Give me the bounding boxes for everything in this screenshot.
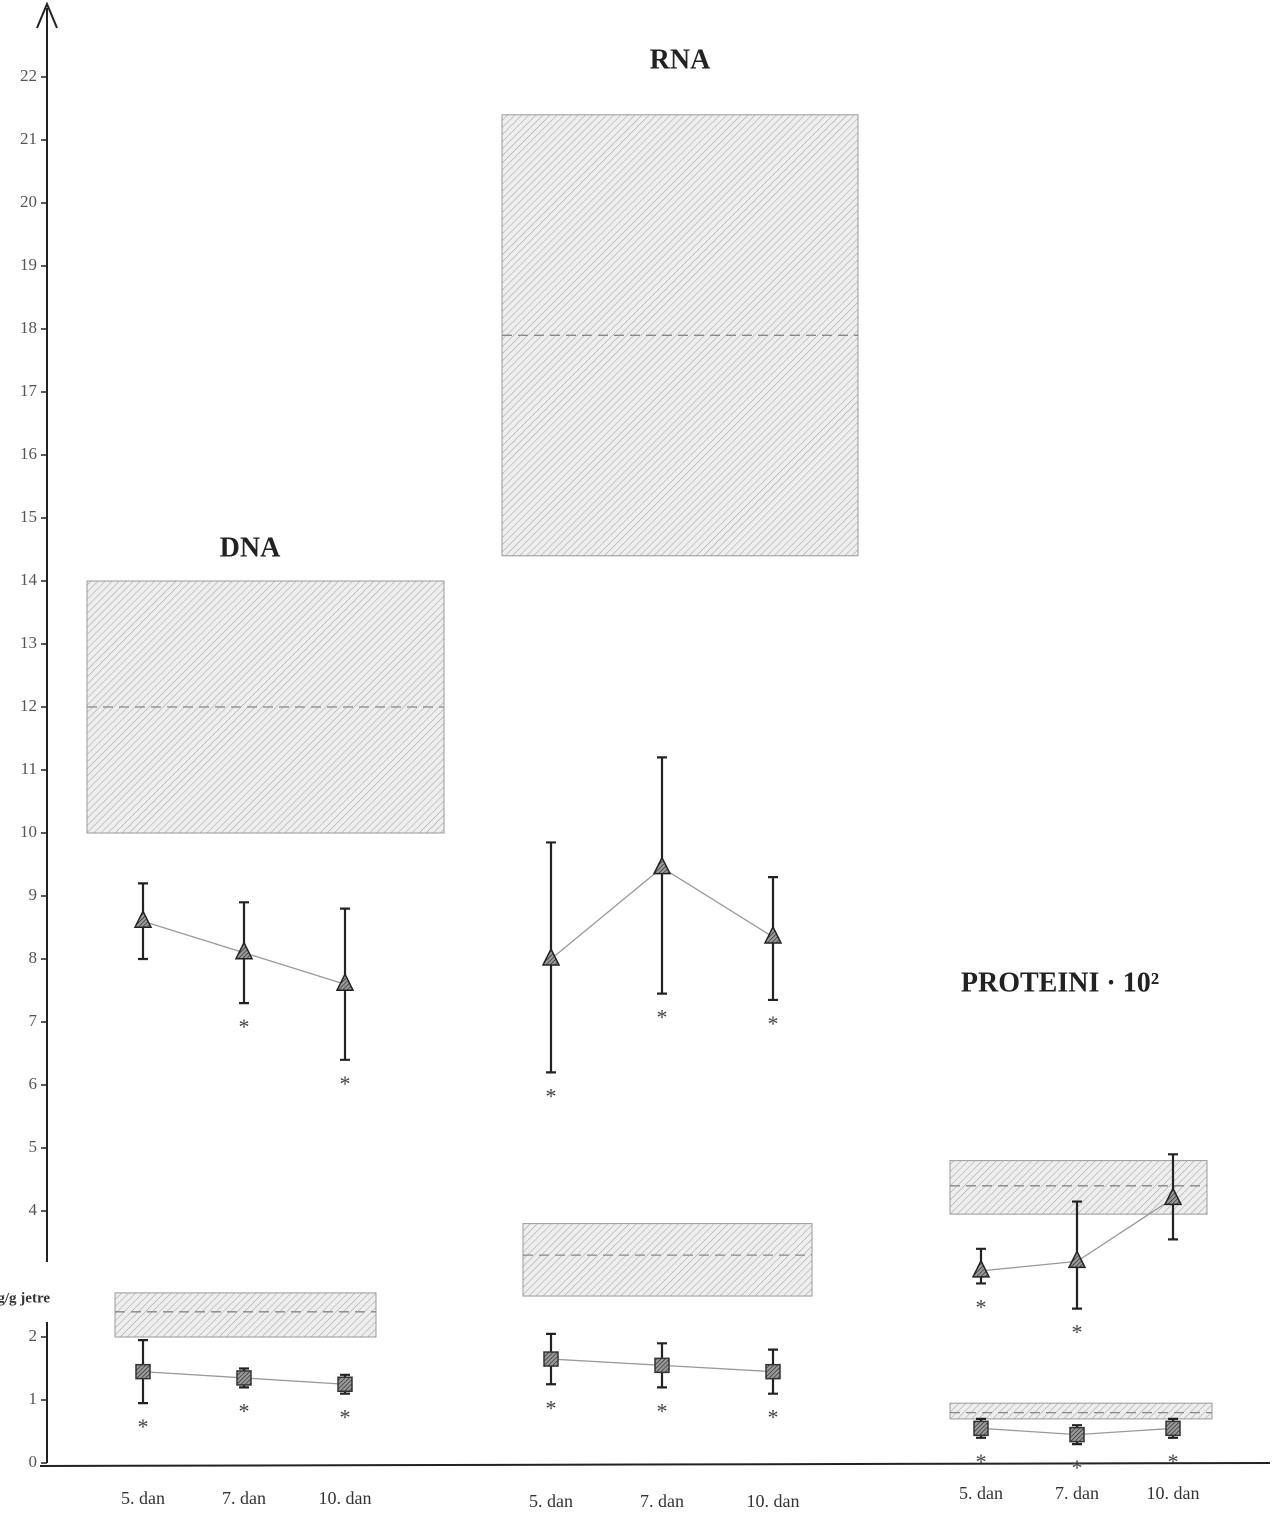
triangle-marker — [133, 909, 153, 928]
series: * * * — [949, 1402, 1213, 1480]
y-tick-label: 1 — [29, 1389, 38, 1408]
y-tick-label: 10 — [20, 822, 37, 841]
control-range — [949, 1402, 1213, 1420]
panel-title: PROTEINI · 10² — [961, 967, 1159, 998]
panel-title: DNA — [220, 532, 281, 563]
significance-asterisk: * — [976, 1294, 987, 1319]
significance-asterisk: * — [138, 1414, 149, 1439]
y-tick-label: 4 — [29, 1200, 38, 1219]
significance-asterisk: * — [1168, 1449, 1179, 1474]
y-tick-label: 17 — [20, 381, 38, 400]
triangle-marker — [652, 855, 672, 875]
significance-asterisk: * — [340, 1071, 351, 1096]
series: * * * — [522, 1223, 813, 1430]
x-tick-label: 10. dan — [319, 1488, 372, 1508]
y-tick-label: 12 — [20, 696, 37, 715]
y-axis-label: mg/g jetre — [0, 1290, 50, 1306]
series: ** — [949, 1153, 1208, 1345]
square-marker — [1069, 1426, 1085, 1443]
y-tick-label: 8 — [29, 948, 38, 967]
square-marker — [337, 1376, 353, 1392]
y-tick-label: 13 — [20, 633, 37, 652]
y-tick-label: 9 — [29, 885, 38, 904]
square-marker — [973, 1420, 989, 1437]
significance-asterisk: * — [340, 1405, 351, 1430]
y-tick-label: 2 — [29, 1326, 38, 1345]
y-tick-label: 21 — [20, 129, 37, 148]
series: * * * — [501, 114, 859, 1108]
significance-asterisk: * — [768, 1405, 779, 1430]
y-tick-label: 16 — [20, 444, 37, 463]
triangle-marker — [1067, 1249, 1087, 1269]
y-tick-label: 19 — [20, 255, 37, 274]
significance-asterisk: * — [546, 1395, 557, 1420]
control-range — [522, 1223, 813, 1297]
x-tick-label: 5. dan — [959, 1483, 1003, 1503]
x-tick-label: 7. dan — [222, 1488, 266, 1508]
square-marker — [135, 1363, 151, 1380]
y-tick-label: 14 — [20, 570, 38, 589]
y-tick-label: 20 — [20, 192, 37, 211]
y-tick-label: 5 — [29, 1137, 38, 1156]
significance-asterisk: * — [768, 1011, 779, 1036]
panel-title: RNA — [650, 44, 711, 75]
triangle-marker — [234, 941, 254, 960]
square-marker — [765, 1363, 781, 1380]
significance-asterisk: * — [239, 1398, 250, 1423]
y-tick-label: 11 — [21, 759, 37, 778]
x-tick-label: 5. dan — [529, 1491, 573, 1511]
significance-asterisk: * — [546, 1083, 557, 1108]
triangle-marker — [763, 925, 783, 944]
x-tick-label: 7. dan — [640, 1491, 684, 1511]
significance-asterisk: * — [1072, 1455, 1083, 1480]
significance-asterisk: * — [1072, 1320, 1083, 1345]
square-marker — [543, 1351, 559, 1367]
x-tick-label: 7. dan — [1055, 1483, 1099, 1503]
triangle-marker — [971, 1259, 991, 1278]
error-bar — [657, 756, 667, 995]
x-tick-label: 5. dan — [121, 1488, 165, 1508]
x-tick-label: 10. dan — [1147, 1483, 1200, 1503]
significance-asterisk: * — [657, 1005, 668, 1030]
triangle-marker — [335, 972, 355, 991]
significance-asterisk: * — [976, 1449, 987, 1474]
x-axis — [39, 1462, 1271, 1467]
series: * * * — [114, 1292, 377, 1439]
y-tick-label: 0 — [29, 1452, 38, 1471]
y-tick-label: 18 — [20, 318, 37, 337]
triangle-marker — [541, 947, 561, 966]
significance-asterisk: * — [657, 1398, 668, 1423]
control-range — [114, 1292, 377, 1338]
square-marker — [1165, 1420, 1181, 1437]
square-marker — [236, 1370, 252, 1386]
y-tick-label: 22 — [20, 66, 37, 85]
y-tick-label: 15 — [20, 507, 37, 526]
square-marker — [654, 1357, 670, 1374]
y-tick-label: 7 — [29, 1011, 38, 1030]
triangle-marker — [1163, 1186, 1183, 1206]
significance-asterisk: * — [239, 1014, 250, 1039]
x-tick-label: 10. dan — [747, 1491, 800, 1511]
y-axis-arrow — [36, 1, 58, 29]
control-range — [949, 1160, 1208, 1215]
series: ** — [86, 580, 445, 1096]
axes — [36, 1, 1271, 1467]
y-tick-label: 6 — [29, 1074, 38, 1093]
